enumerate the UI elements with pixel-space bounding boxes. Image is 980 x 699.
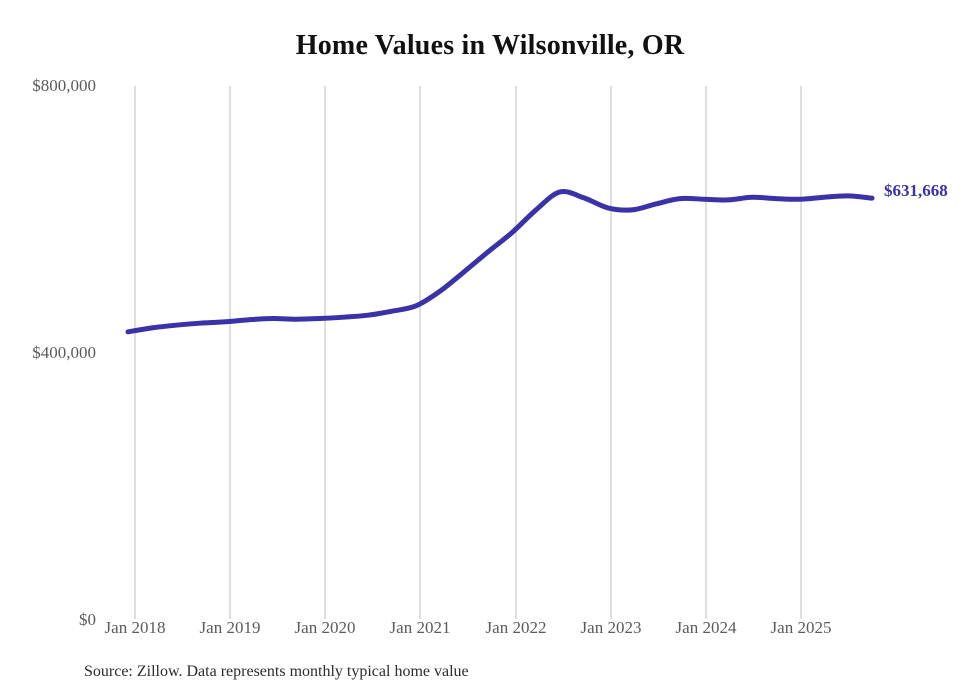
series-end-value-label: $631,668: [884, 181, 948, 200]
x-axis-tick-jan-2020: Jan 2020: [294, 618, 356, 637]
page-title: Home Values in Wilsonville, OR: [295, 30, 685, 61]
x-axis-tick-jan-2024: Jan 2024: [675, 618, 737, 637]
x-axis-tick-jan-2018: Jan 2018: [104, 618, 166, 637]
x-axis-tick-jan-2021: Jan 2021: [389, 618, 451, 637]
y-axis-tick-400000: $400,000: [32, 343, 96, 362]
source-footnote: Source: Zillow. Data represents monthly …: [84, 663, 469, 680]
x-axis-tick-jan-2019: Jan 2019: [199, 618, 261, 637]
y-axis-tick-800000: $800,000: [32, 76, 96, 95]
gridlines: [134, 86, 802, 619]
y-axis-tick-0: $0: [79, 610, 96, 629]
x-axis-tick-jan-2023: Jan 2023: [580, 618, 642, 637]
data-series-line: [125, 189, 875, 335]
x-axis-tick-jan-2022: Jan 2022: [485, 618, 547, 637]
x-axis-tick-jan-2025: Jan 2025: [770, 618, 832, 637]
